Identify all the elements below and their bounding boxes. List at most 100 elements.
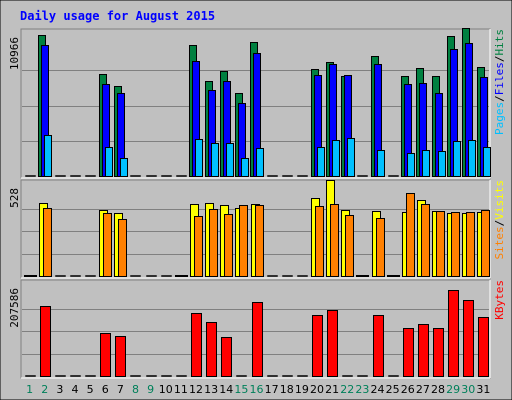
bar-pages-day-2 (44, 135, 52, 177)
bar-kbytes-day-12 (191, 313, 202, 377)
bar-kbytes-day-24 (373, 315, 384, 377)
bar-pages-day-24 (377, 150, 385, 177)
bar-kbytes-day-16 (252, 302, 263, 377)
bar-kbytes-day-10 (161, 375, 172, 377)
bar-visits-day-18 (282, 275, 293, 277)
bar-kbytes-day-6 (100, 333, 111, 377)
bar-visits-day-5 (85, 275, 96, 277)
legend-entry: Sites (493, 226, 506, 259)
chart-panels: 10966Pages/Files/Hits528Sites/Visits2075… (8, 28, 506, 379)
bar-sites-day-14 (224, 214, 233, 277)
legend-entry: Pages (493, 102, 506, 135)
bar-sites-day-27 (421, 204, 430, 277)
bar-kbytes-day-2 (40, 306, 51, 377)
bar-sites-day-25 (391, 275, 400, 277)
day-label-30: 30 (461, 383, 475, 396)
bar-visits-day-9 (146, 275, 157, 277)
bar-kbytes-day-31 (478, 317, 489, 377)
bar-hits-day-19 (297, 175, 308, 177)
bar-sites-day-21 (330, 204, 339, 277)
day-label-19: 19 (295, 383, 309, 396)
bar-hits-day-9 (146, 175, 157, 177)
bar-kbytes-day-8 (130, 375, 141, 377)
bar-kbytes-day-22 (342, 375, 353, 377)
bar-sites-day-24 (376, 218, 385, 277)
day-axis: 1 2 3 4 5 6 7 8 9 10 11 12 13 14 15 16 17 18 19 20 21 22 23 24 2… (26, 383, 490, 396)
bar-pages-day-7 (120, 158, 128, 177)
legend: KBytes (493, 280, 506, 320)
day-label-28: 28 (431, 383, 445, 396)
bar-visits-day-17 (267, 275, 278, 277)
bar-kbytes-day-5 (85, 375, 96, 377)
bar-kbytes-day-9 (146, 375, 157, 377)
bar-kbytes-day-4 (70, 375, 81, 377)
bar-hits-day-10 (161, 175, 172, 177)
day-label-6: 6 (102, 383, 109, 396)
panel-visits-sites: 528 Sites/Visits (8, 179, 506, 279)
bar-visits-day-19 (297, 275, 308, 277)
day-label-27: 27 (416, 383, 430, 396)
bar-kbytes-day-13 (206, 322, 217, 377)
bar-kbytes-day-20 (312, 315, 323, 377)
day-label-7: 7 (117, 383, 124, 396)
bar-kbytes-day-18 (282, 375, 293, 377)
bar-sites-day-13 (209, 209, 218, 277)
y-max-label: 10966 (8, 37, 21, 70)
bar-kbytes-day-21 (327, 310, 338, 377)
bar-sites-day-22 (345, 215, 354, 277)
bar-pages-day-22 (347, 138, 355, 177)
bar-kbytes-day-30 (463, 300, 474, 377)
day-label-17: 17 (265, 383, 279, 396)
day-label-24: 24 (371, 383, 385, 396)
bar-visits-day-8 (130, 275, 141, 277)
bar-pages-day-26 (407, 153, 415, 177)
bar-sites-day-23 (360, 275, 369, 277)
bar-hits-day-23 (357, 175, 368, 177)
bar-sites-day-26 (406, 193, 415, 277)
day-label-16: 16 (250, 383, 264, 396)
bar-sites-day-28 (436, 211, 445, 277)
bar-pages-day-20 (317, 147, 325, 177)
bar-sites-day-20 (315, 206, 324, 277)
bar-pages-day-30 (468, 140, 476, 177)
day-label-13: 13 (204, 383, 218, 396)
bar-kbytes-day-19 (297, 375, 308, 377)
y-max-label: 528 (8, 188, 21, 208)
chart-title: Daily usage for August 2015 (20, 9, 215, 23)
bar-hits-day-11 (176, 175, 187, 177)
day-label-14: 14 (219, 383, 233, 396)
bar-pages-day-15 (241, 158, 249, 177)
bar-pages-day-29 (453, 141, 461, 177)
bar-pages-day-27 (422, 150, 430, 177)
bar-sites-day-7 (118, 219, 127, 277)
bar-sites-day-30 (466, 212, 475, 277)
bar-pages-day-28 (438, 151, 446, 177)
legend-entry: Files (493, 62, 506, 95)
bar-pages-day-31 (483, 147, 491, 177)
day-label-22: 22 (340, 383, 354, 396)
bar-hits-day-1 (25, 175, 36, 177)
bar-hits-day-17 (267, 175, 278, 177)
bar-visits-day-4 (70, 275, 81, 277)
bar-visits-day-10 (161, 275, 172, 277)
bar-pages-day-13 (211, 143, 219, 177)
day-label-20: 20 (310, 383, 324, 396)
legend-entry: Visits (493, 180, 506, 220)
bar-hits-day-4 (70, 175, 81, 177)
bar-pages-day-6 (105, 147, 113, 177)
bar-kbytes-day-25 (388, 375, 399, 377)
bar-kbytes-day-3 (55, 375, 66, 377)
day-label-12: 12 (189, 383, 203, 396)
bar-hits-day-5 (85, 175, 96, 177)
legend-entry: / (493, 95, 506, 102)
bar-sites-day-16 (255, 205, 264, 277)
day-label-8: 8 (132, 383, 139, 396)
legend-entry: / (493, 220, 506, 227)
day-label-11: 11 (174, 383, 188, 396)
bar-kbytes-day-1 (25, 375, 36, 377)
bar-kbytes-day-29 (448, 290, 459, 377)
bar-kbytes-day-23 (357, 375, 368, 377)
day-label-31: 31 (476, 383, 490, 396)
